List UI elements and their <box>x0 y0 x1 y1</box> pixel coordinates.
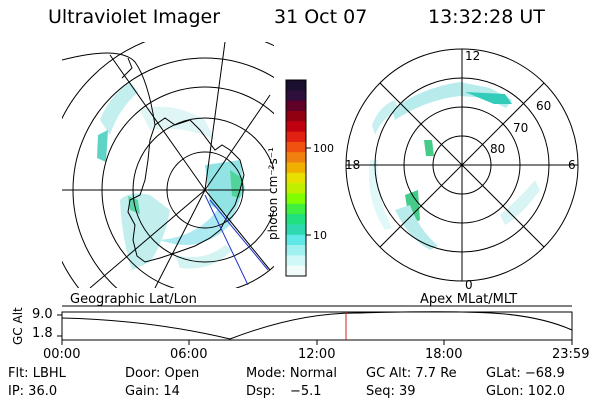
info-ip: IP: 36.0 <box>8 384 58 399</box>
time-label: 13:32:28 UT <box>428 6 545 28</box>
date-label: 31 Oct 07 <box>274 6 368 28</box>
time-tick-1800: 18:00 <box>425 347 463 362</box>
mlat-label-70: 70 <box>513 121 528 135</box>
info-dsp-label: Dsp: <box>246 384 276 399</box>
time-tick-1200: 12:00 <box>298 347 336 362</box>
mlt-spokes <box>346 49 578 281</box>
colorbar-band <box>286 100 306 112</box>
mlt-label-12: 12 <box>465 49 480 63</box>
colorbar: 100 10 photon cm⁻²s⁻¹ <box>266 79 334 277</box>
colorbar-tick-label-100: 100 <box>313 142 334 155</box>
info-flt: Flt: LBHL <box>8 366 66 381</box>
colorbar-band <box>286 224 306 236</box>
emission-patches-left <box>97 82 245 270</box>
geographic-map <box>62 42 274 288</box>
polar-labels: 12 18 6 0 60 70 80 <box>345 49 576 292</box>
left-panel-caption: Geographic Lat/Lon <box>70 292 197 307</box>
colorbar-band <box>286 172 306 184</box>
colorbar-band <box>286 131 306 143</box>
time-tick-2359: 23:59 <box>552 347 590 362</box>
colorbar-tick-label-10: 10 <box>313 229 327 242</box>
coastline-north <box>62 52 156 126</box>
altitude-ylabel: GC Alt <box>11 307 25 345</box>
colorbar-band <box>286 255 306 267</box>
colorbar-band <box>286 214 306 226</box>
colorbar-band <box>286 245 306 256</box>
info-glat: GLat: −68.9 <box>486 366 565 381</box>
altitude-ytick-high: 9.0 <box>32 307 53 322</box>
altitude-ytick-low: 1.8 <box>32 326 53 341</box>
altitude-panel: GC Alt <box>11 305 573 345</box>
info-gain: Gain: 14 <box>125 384 180 399</box>
info-glon: GLon: 102.0 <box>486 384 566 399</box>
time-tick-0600: 06:00 <box>170 347 208 362</box>
colorbar-band <box>286 152 306 164</box>
mlt-label-6: 6 <box>568 158 576 172</box>
colorbar-band <box>286 265 306 277</box>
mlt-label-18: 18 <box>345 158 360 172</box>
colorbar-band <box>286 183 306 195</box>
colorbar-band <box>286 234 306 246</box>
longitude-lines <box>62 42 271 288</box>
colorbar-frame <box>285 79 307 277</box>
colorbar-band <box>286 193 306 205</box>
info-door: Door: Open <box>125 366 200 381</box>
coastline-fragment <box>121 57 133 79</box>
altitude-ticks <box>57 314 573 345</box>
sun-lines <box>204 194 269 286</box>
altitude-curve <box>61 311 573 340</box>
colorbar-band <box>286 162 306 174</box>
emission-patches-right <box>369 82 540 250</box>
info-gcalt: GC Alt: 7.7 Re <box>366 366 457 381</box>
colorbar-unit-label: photon cm⁻²s⁻¹ <box>266 147 280 240</box>
instrument-title: Ultraviolet Imager <box>48 6 221 28</box>
info-mode: Mode: Normal <box>246 366 337 381</box>
colorbar-band <box>286 80 306 91</box>
coastline <box>127 117 245 263</box>
mlat-label-60: 60 <box>536 99 551 113</box>
mlat-label-80: 80 <box>490 142 505 156</box>
colorbar-band <box>286 110 306 122</box>
info-seq: Seq: 39 <box>366 384 416 399</box>
info-dsp-value: −5.1 <box>290 384 322 399</box>
colorbar-band <box>286 121 306 133</box>
time-tick-0000: 00:00 <box>43 347 81 362</box>
polar-plot: 12 18 6 0 60 70 80 <box>345 48 579 292</box>
colorbar-bands <box>286 80 306 277</box>
colorbar-band <box>286 141 306 153</box>
colorbar-band <box>286 90 306 102</box>
colorbar-band <box>286 203 306 215</box>
right-panel-caption: Apex MLat/MLT <box>420 292 518 307</box>
mlt-label-0: 0 <box>465 278 473 292</box>
